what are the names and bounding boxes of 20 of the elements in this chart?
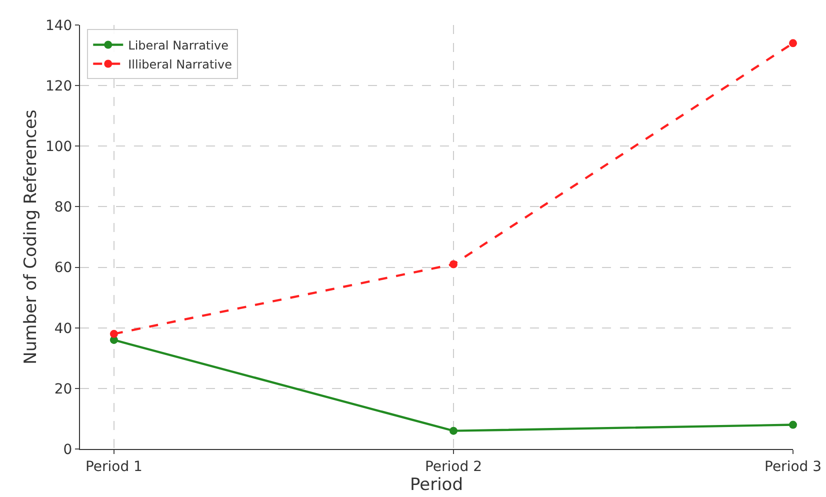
- x-tick-label: Period 2: [424, 458, 482, 475]
- y-tick-label: 80: [54, 200, 72, 216]
- point: [789, 39, 797, 48]
- y-tick-label: 0: [63, 442, 72, 458]
- y-tick-label: 140: [45, 18, 72, 34]
- point: [449, 260, 458, 268]
- point: [110, 330, 118, 338]
- y-tick-label: 40: [54, 320, 72, 337]
- point: [449, 426, 458, 435]
- y-axis-title: Number of Coding References: [21, 110, 41, 364]
- y-tick-label: 20: [54, 381, 72, 398]
- x-axis-title: Period: [410, 475, 464, 496]
- y-tick-label: 60: [54, 260, 72, 276]
- y-tick-label: 120: [45, 78, 72, 94]
- x-tick-label: Period 1: [85, 458, 142, 475]
- x-tick-label: Period 3: [764, 458, 822, 475]
- point: [789, 420, 797, 429]
- y-tick-label: 100: [45, 139, 72, 156]
- legend-label: Illiberal Narrative: [128, 57, 232, 72]
- legend-label: Liberal Narrative: [128, 38, 228, 52]
